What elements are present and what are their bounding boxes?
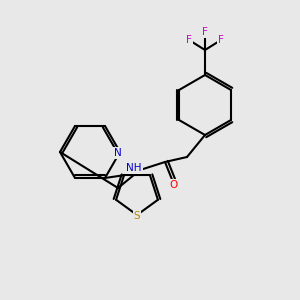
- Text: NH: NH: [126, 163, 142, 173]
- Text: F: F: [202, 27, 208, 37]
- Text: S: S: [134, 211, 140, 221]
- Text: F: F: [218, 35, 224, 45]
- Text: O: O: [170, 180, 178, 190]
- Text: N: N: [114, 148, 122, 158]
- Text: F: F: [186, 35, 192, 45]
